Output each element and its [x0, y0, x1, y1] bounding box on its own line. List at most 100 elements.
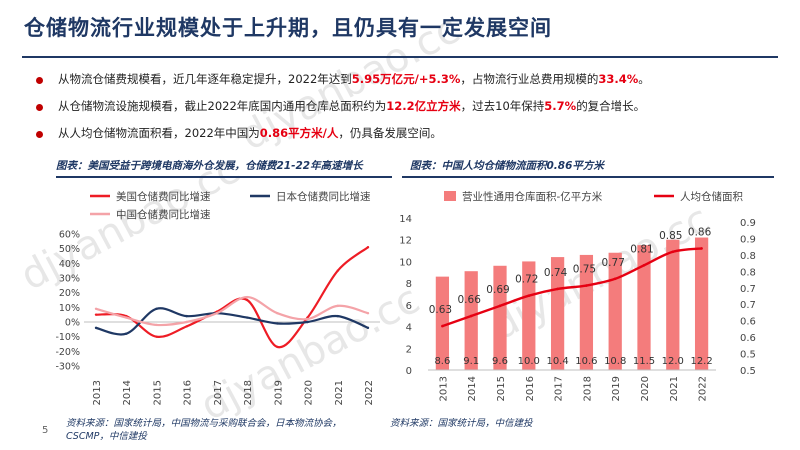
data-point — [276, 345, 279, 349]
y-left-tick-label: 14 — [399, 214, 412, 225]
bar — [522, 261, 536, 370]
line-value-label: 0.69 — [486, 284, 509, 296]
x-tick-label: 2013 — [92, 380, 103, 405]
data-point — [585, 284, 588, 287]
y-right-tick-label: 0.9 — [740, 234, 756, 245]
series-line — [95, 295, 369, 327]
data-point — [155, 307, 158, 310]
bar-value-label: 10.6 — [575, 356, 597, 367]
data-point — [366, 246, 370, 249]
y-right-tick-label: 0.5 — [740, 366, 756, 377]
y-right-tick-label: 0.6 — [740, 333, 756, 344]
bar-value-label: 9.6 — [492, 356, 508, 367]
data-point — [642, 263, 646, 267]
data-point — [185, 320, 188, 324]
legend-label: 美国仓储费同比增速 — [116, 190, 211, 203]
x-tick-label: 2018 — [243, 380, 254, 405]
data-point — [336, 269, 339, 272]
bullet-text: ，占物流行业总费用规模的 — [460, 72, 599, 86]
line-value-label: 0.85 — [659, 230, 682, 242]
bar-value-label: 12.2 — [690, 356, 712, 367]
y-left-tick-label: 10 — [399, 257, 412, 268]
y-tick-label: 0% — [65, 318, 80, 329]
x-tick-label: 2017 — [554, 376, 565, 401]
x-tick-label: 2021 — [334, 380, 345, 405]
bar — [493, 265, 507, 370]
right-combo-chart: 营业性通用仓库面积-亿平方米 人均仓储面积 14 12 10 8 6 4 2 0 0.9 0.9 0.8… — [399, 190, 756, 401]
y-right-tick-label: 0.6 — [740, 317, 756, 328]
left-chart-source: 资料来源：国家统计局，中国物流与采购联合会，日本物流协会，CSCMP，中信建投 — [66, 418, 342, 442]
data-point — [700, 247, 703, 250]
data-point — [155, 335, 158, 338]
highlight-text: 12.2亿立方米 — [386, 99, 461, 113]
line-value-label: 0.75 — [573, 264, 596, 276]
bar — [608, 252, 622, 370]
highlight-text: 0.86平方米/人 — [259, 126, 339, 140]
bullet-dot-icon — [36, 131, 43, 138]
data-point — [306, 317, 309, 321]
highlight-text: 33.4% — [598, 72, 639, 86]
x-tick-label: 2015 — [496, 376, 507, 401]
x-tick-label: 2016 — [525, 376, 536, 401]
x-tick-label: 2013 — [438, 376, 449, 401]
legend-label: 日本仓储费同比增速 — [276, 190, 371, 203]
x-tick-label: 2022 — [698, 376, 709, 401]
y-tick-label: 20% — [59, 288, 80, 299]
bullet-text: ，过去10年保持 — [460, 99, 545, 113]
x-tick-label: 2022 — [364, 380, 375, 405]
data-point — [498, 304, 502, 308]
bar — [550, 257, 565, 370]
line-value-label: 0.72 — [515, 274, 538, 286]
y-tick-label: -30% — [56, 362, 80, 373]
bar-value-label: 12.0 — [662, 356, 684, 367]
y-tick-label: 10% — [59, 303, 80, 314]
y-tick-label: 50% — [59, 244, 80, 255]
x-tick-label: 2016 — [183, 380, 194, 405]
y-right-tick-label: 0.9 — [740, 218, 756, 229]
y-right-tick-label: 0.7 — [740, 284, 756, 295]
page-number: 5 — [42, 425, 49, 436]
bar-value-label: 10.0 — [518, 356, 540, 367]
y-left-tick-label: 12 — [399, 236, 412, 247]
bar — [637, 245, 651, 370]
legend-label: 营业性通用仓库面积-亿平方米 — [462, 190, 603, 203]
x-tick-label: 2019 — [273, 380, 284, 405]
y-tick-label: 40% — [59, 259, 80, 270]
y-right-tick-label: 0.5 — [740, 350, 756, 361]
bar — [579, 254, 594, 370]
data-point — [276, 322, 279, 325]
data-point — [94, 313, 98, 316]
left-caption-rule — [56, 176, 392, 178]
legend-label: 人均仓储面积 — [680, 190, 743, 203]
bullet-text: 从人均仓储物流面积看，2022年中国为 — [58, 126, 260, 140]
data-point — [125, 316, 128, 319]
series-line — [95, 246, 369, 349]
bullet-item: 从物流仓储费规模看，近几年逐年稳定提升，2022年达到5.95万亿元/+5.3%… — [34, 66, 774, 93]
data-point — [613, 277, 617, 281]
series-line — [442, 247, 702, 328]
bullet-item: 从人均仓储物流面积看，2022年中国为0.86平方米/人，仍具备发展空间。 — [34, 120, 774, 147]
legend-label: 中国仓储费同比增速 — [116, 208, 211, 221]
y-tick-label: 30% — [59, 274, 80, 285]
bar — [435, 276, 450, 370]
y-left-tick-label: 6 — [406, 301, 412, 312]
bar-value-label: 8.6 — [434, 356, 450, 367]
data-point — [185, 325, 188, 328]
bar-value-label: 10.8 — [604, 356, 626, 367]
bullet-item: 从仓储物流设施规模看，截止2022年底国内通用仓库总面积约为12.2亿立方米，过… — [34, 93, 774, 120]
bullet-dot-icon — [36, 77, 43, 84]
line-value-label: 0.77 — [602, 257, 625, 269]
right-chart-source: 资料来源：国家统计局，中信建投 — [390, 418, 533, 429]
x-tick-label: 2017 — [213, 380, 224, 405]
bullet-text: 从物流仓储费规模看，近几年逐年稳定提升，2022年达到 — [58, 72, 352, 86]
data-point — [441, 324, 444, 328]
data-point — [125, 332, 128, 335]
x-tick-label: 2015 — [152, 380, 163, 405]
page-title: 仓储物流行业规模处于上升期，且仍具有一定发展空间 — [24, 15, 552, 40]
data-point — [245, 295, 249, 299]
legend-swatch — [444, 191, 456, 201]
line-value-label: 0.66 — [458, 294, 482, 306]
x-tick-label: 2019 — [611, 376, 622, 401]
bullet-text: 的复合增长。 — [576, 99, 646, 113]
